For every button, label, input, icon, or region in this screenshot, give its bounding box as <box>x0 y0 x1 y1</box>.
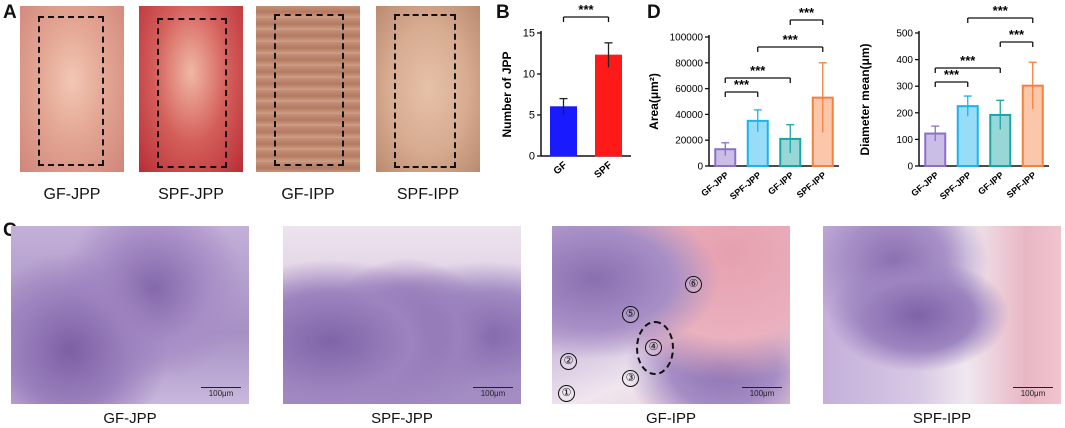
x-tick-label: GF-JPP <box>699 170 730 199</box>
significance-label: *** <box>944 67 960 82</box>
y-tick-label: 0 <box>697 162 703 173</box>
y-tick-label: 80000 <box>675 58 703 69</box>
histology-gf-jpp: 100μm <box>11 226 249 404</box>
panel-d-letter: D <box>647 2 661 23</box>
caption-a-3: GF-IPP <box>281 186 335 203</box>
y-tick-label: 15 <box>523 28 535 40</box>
y-tick-label: 100 <box>896 135 913 146</box>
marker-3: ③ <box>622 370 639 387</box>
y-tick-label: 5 <box>529 110 535 122</box>
roi-box <box>38 16 104 166</box>
significance-label: *** <box>750 63 766 78</box>
scale-bar: 100μm <box>201 387 241 398</box>
y-tick-label: 20000 <box>675 136 703 147</box>
y-tick-label: 60000 <box>675 84 703 95</box>
photo-spf-ipp <box>376 6 480 172</box>
scale-bar: 100μm <box>1013 387 1053 398</box>
scale-bar: 100μm <box>473 387 513 398</box>
significance-label: *** <box>783 32 799 47</box>
marker-2: ② <box>560 353 577 370</box>
x-tick-label: GF <box>552 160 570 177</box>
photo-gf-ipp <box>256 6 360 172</box>
y-axis-label: Number of JPP <box>500 51 514 137</box>
x-tick-label: GF-IPP <box>766 170 795 197</box>
histology-spf-jpp: 100μm <box>283 226 521 404</box>
roi-box <box>274 14 344 166</box>
marker-5: ⑤ <box>622 306 639 323</box>
x-tick-label: GF-JPP <box>909 170 940 199</box>
caption-c-3: GF-IPP <box>645 410 696 427</box>
panel-b-letter: B <box>496 2 510 23</box>
significance-label: *** <box>734 77 750 92</box>
x-tick-label: SPF <box>592 160 614 181</box>
x-tick-label: GF-IPP <box>976 170 1005 197</box>
y-axis-label: Area(μm²) <box>647 73 661 130</box>
photo-gf-jpp <box>20 6 124 172</box>
x-tick-label: SPF-JPP <box>728 170 763 202</box>
caption-c-4: SPF-IPP <box>912 410 972 427</box>
significance-label: *** <box>993 3 1009 18</box>
caption-a-2: SPF-JPP <box>158 186 224 203</box>
y-tick-label: 300 <box>896 82 913 93</box>
significance-label: *** <box>1009 27 1025 42</box>
y-tick-label: 0 <box>907 162 913 173</box>
dashed-follicle-outline <box>636 321 674 375</box>
significance-label: *** <box>960 53 976 68</box>
y-tick-label: 10 <box>523 69 535 81</box>
bar <box>595 54 622 157</box>
x-tick-label: SPF-JPP <box>938 170 973 202</box>
significance-label: *** <box>578 2 594 17</box>
roi-box <box>394 14 456 168</box>
panel-a-letter: A <box>3 2 17 23</box>
y-tick-label: 100000 <box>670 33 704 44</box>
y-tick-label: 500 <box>896 29 913 40</box>
histology-gf-ipp: ① ② ③ ④ ⑤ ⑥ 100μm <box>552 226 790 404</box>
x-tick-label: SPF-IPP <box>1005 170 1038 200</box>
scale-bar: 100μm <box>742 387 782 398</box>
y-tick-label: 40000 <box>675 110 703 121</box>
x-tick-label: SPF-IPP <box>795 170 828 200</box>
histology-spf-ipp: 100μm <box>823 226 1061 404</box>
y-tick-label: 400 <box>896 55 913 66</box>
roi-box <box>157 18 227 168</box>
chart-area: 0 20000 40000 60000 80000 100000 Area(μm²) GF-J… <box>647 5 839 202</box>
y-axis-label: Diameter mean(μm) <box>858 43 872 155</box>
caption-a-1: GF-JPP <box>43 186 101 203</box>
caption-c-1: GF-JPP <box>103 410 157 427</box>
marker-6: ⑥ <box>685 276 702 293</box>
caption-a-4: SPF-IPP <box>396 186 460 203</box>
marker-1: ① <box>558 385 575 402</box>
y-tick-label: 0 <box>529 151 535 163</box>
caption-c-2: SPF-JPP <box>371 410 433 427</box>
significance-label: *** <box>799 5 815 20</box>
y-tick-label: 200 <box>896 108 913 119</box>
photo-spf-jpp <box>139 6 243 172</box>
chart-jpp-count: 0 5 10 15 Number of JPP GF SPF *** <box>500 2 631 181</box>
